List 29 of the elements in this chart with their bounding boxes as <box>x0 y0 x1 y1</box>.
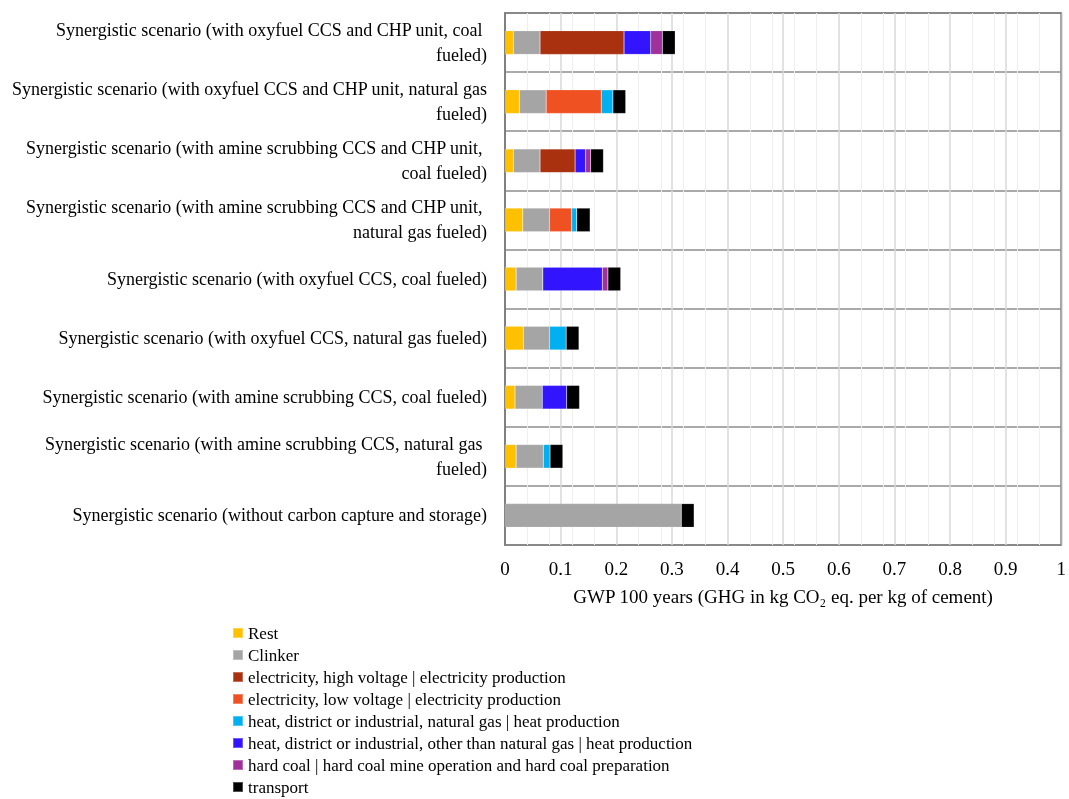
y-tick-label: Synergistic scenario (with oxyfuel CCS and CHP unit, coal fueled) <box>56 20 487 67</box>
y-tick-label: Synergistic scenario (with amine scrubbing CCS, natural gas fueled) <box>44 433 487 480</box>
x-tick-label: 0.7 <box>882 558 907 579</box>
y-tick-label: Synergistic scenario (with amine scrubbing CCS and CHP unit, natural gas fueled) <box>26 197 487 244</box>
y-tick-label: Synergistic scenario (without carbon capture and storage) <box>72 505 487 527</box>
y-tick-label: Synergistic scenario (with amine scrubbing CCS, coal fueled) <box>42 387 487 409</box>
y-tick-label: Synergistic scenario (with oxyfuel CCS, natural gas fueled) <box>58 328 487 350</box>
legend-label: hard coal | hard coal mine operation and hard coal preparation <box>248 755 671 775</box>
x-tick-label: 0.5 <box>771 558 795 579</box>
legend-label: Rest <box>248 623 279 643</box>
legend-label: heat, district or industrial, other than natural gas | heat production <box>248 733 693 753</box>
legend-label: electricity, high voltage | electricity production <box>248 667 567 687</box>
x-tick-label: 1 <box>1056 558 1066 579</box>
x-tick-label: 0.9 <box>993 558 1018 579</box>
x-tick-label: 0 <box>500 558 510 579</box>
x-tick-label: 0.3 <box>660 558 684 579</box>
x-tick-label: 0.4 <box>715 558 740 579</box>
legend-label: transport <box>248 777 309 797</box>
x-axis-title: GWP 100 years (GHG in kg CO₂ eq. per kg of cement) <box>573 586 993 608</box>
y-tick-label: Synergistic scenario (with oxyfuel CCS and CHP unit, natural gas fueled) <box>12 79 487 126</box>
y-tick-label: Synergistic scenario (with amine scrubbing CCS and CHP unit, coal fueled) <box>26 138 487 185</box>
x-tick-label: 0.1 <box>548 558 573 579</box>
legend-label: heat, district or industrial, natural gas | heat production <box>248 711 621 731</box>
x-tick-label: 0.8 <box>938 558 962 579</box>
y-tick-label: Synergistic scenario (with oxyfuel CCS, coal fueled) <box>106 269 487 290</box>
legend-label: Clinker <box>248 645 300 665</box>
legend-label: electricity, low voltage | electricity production <box>248 689 562 709</box>
x-tick-label: 0.6 <box>826 558 851 579</box>
x-tick-label: 0.2 <box>604 558 629 579</box>
